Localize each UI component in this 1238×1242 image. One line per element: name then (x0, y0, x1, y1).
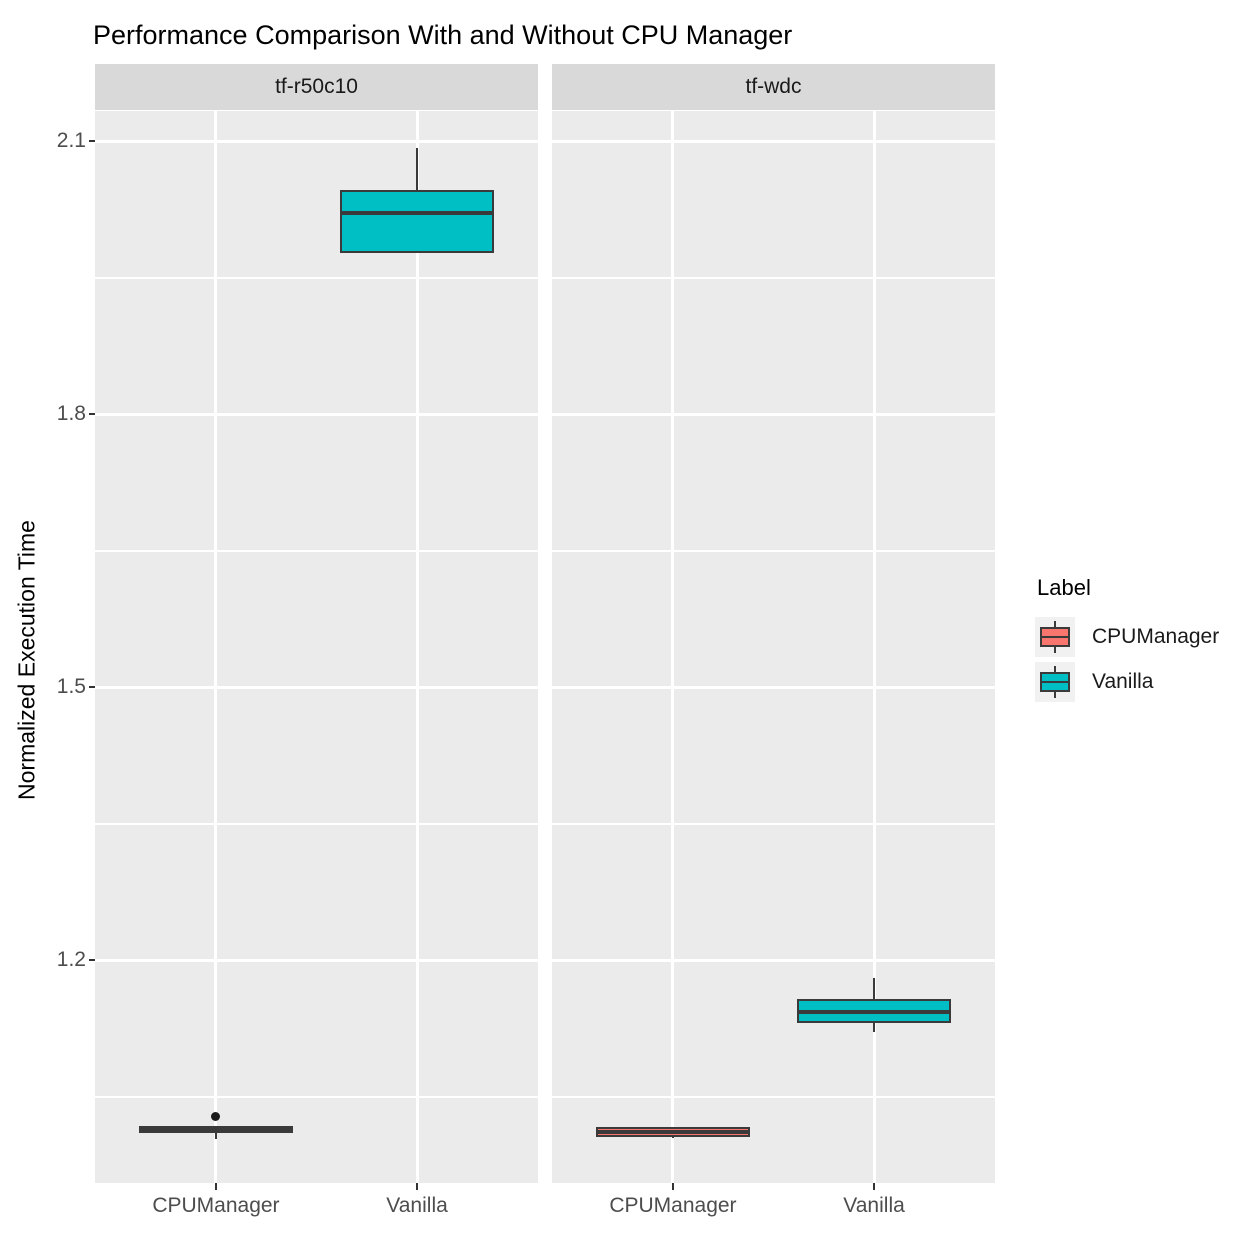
gridline-minor-horizontal (552, 822, 995, 825)
x-axis-tick (671, 1183, 674, 1190)
gridline-major-horizontal (552, 685, 995, 689)
x-axis-label: CPUManager (152, 1194, 280, 1217)
boxplot-lower-whisker (214, 1132, 217, 1140)
legend-label: CPUManager (1092, 625, 1220, 648)
legend: Label CPUManager Vanilla (1035, 575, 1235, 707)
gridline-minor-horizontal (95, 276, 538, 279)
x-axis-label: CPUManager (609, 1194, 737, 1217)
facet-strip-label: tf-r50c10 (275, 75, 358, 98)
y-axis-tick (89, 413, 95, 416)
glyph-box (1040, 672, 1070, 692)
boxplot-outlier-point (211, 1112, 221, 1122)
gridline-minor-horizontal (552, 1095, 995, 1098)
gridline-major-horizontal (95, 958, 538, 962)
boxplot-glyph-icon (1035, 617, 1075, 657)
boxplot-upper-whisker (873, 978, 876, 1000)
facet-panel-tf-r50c10 (95, 111, 538, 1183)
boxplot-upper-whisker (416, 148, 419, 191)
gridline-major-vertical (415, 111, 419, 1183)
legend-entry-cpumanager: CPUManager (1035, 617, 1235, 657)
gridline-minor-horizontal (552, 549, 995, 552)
x-axis-tick (214, 1183, 217, 1190)
gridline-major-vertical (872, 111, 876, 1183)
facet-panel-tf-wdc (552, 111, 995, 1183)
gridline-major-horizontal (95, 685, 538, 689)
facet-strip-tf-wdc: tf-wdc (552, 64, 995, 110)
y-axis-tick (89, 686, 95, 689)
y-axis-label: 1.2 (56, 948, 86, 972)
y-axis-tick (89, 140, 95, 143)
gridline-minor-horizontal (95, 549, 538, 552)
boxplot-lower-whisker (671, 1136, 674, 1138)
gridline-major-horizontal (95, 412, 538, 416)
gridline-major-horizontal (552, 139, 995, 143)
boxplot-lower-whisker (873, 1022, 876, 1032)
gridline-major-horizontal (552, 958, 995, 962)
y-axis-label: 2.1 (56, 129, 86, 153)
legend-title: Label (1037, 575, 1091, 600)
y-axis-title: Normalized Execution Time (13, 520, 40, 800)
glyph-box (1040, 627, 1070, 647)
gridline-minor-horizontal (552, 276, 995, 279)
chart-title: Performance Comparison With and Without … (93, 20, 793, 50)
gridline-major-vertical (214, 111, 218, 1183)
glyph-median (1042, 636, 1068, 638)
gridline-minor-horizontal (95, 822, 538, 825)
boxplot-median (797, 1009, 952, 1014)
y-axis-label: 1.5 (56, 675, 86, 699)
boxplot-glyph-icon (1035, 662, 1075, 702)
x-axis-tick (873, 1183, 876, 1190)
boxplot-box-vanilla (340, 190, 495, 253)
gridline-major-vertical (671, 111, 675, 1183)
y-axis-tick (89, 959, 95, 962)
x-axis-label: Vanilla (386, 1194, 448, 1217)
gridline-minor-horizontal (95, 1095, 538, 1098)
gridline-major-horizontal (552, 412, 995, 416)
gridline-major-horizontal (95, 139, 538, 143)
legend-entry-vanilla: Vanilla (1035, 662, 1235, 702)
x-axis-label: Vanilla (843, 1194, 905, 1217)
y-axis-label: 1.8 (56, 402, 86, 426)
boxplot-median (340, 210, 495, 215)
glyph-median (1042, 681, 1068, 683)
legend-label: Vanilla (1092, 670, 1154, 693)
x-axis-tick (416, 1183, 419, 1190)
boxplot-median (138, 1127, 293, 1132)
facet-strip-tf-r50c10: tf-r50c10 (95, 64, 538, 110)
facet-strip-label: tf-wdc (745, 75, 802, 98)
boxplot-median (595, 1130, 750, 1135)
